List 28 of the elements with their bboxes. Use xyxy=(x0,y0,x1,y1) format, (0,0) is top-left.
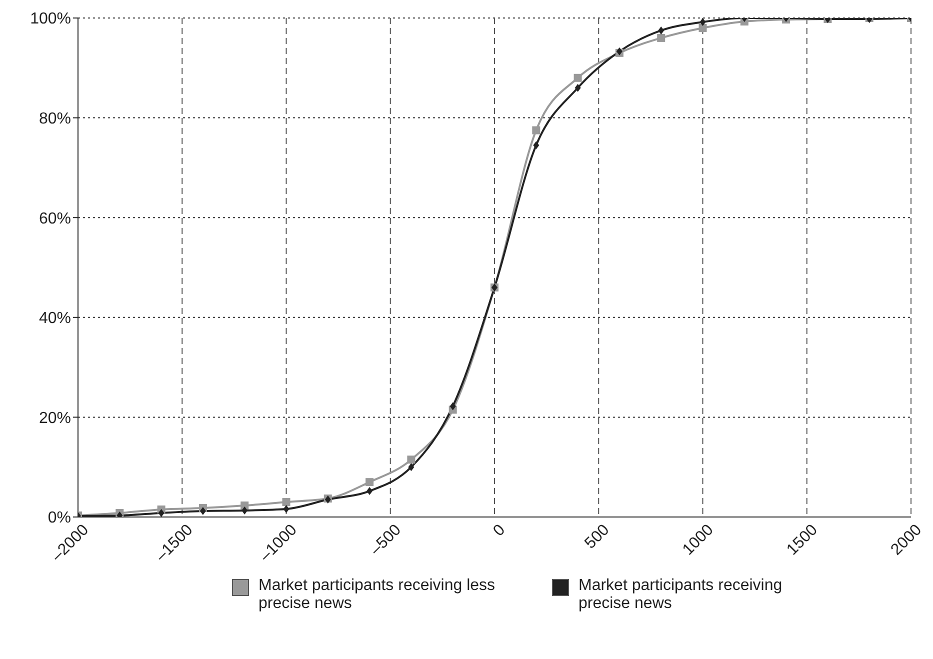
y-tick-label: 60% xyxy=(38,210,71,228)
legend-label: Market participants receiving precise news xyxy=(578,577,784,613)
point xyxy=(657,34,666,42)
legend-label: Market participants receiving less precise news xyxy=(258,577,496,613)
point xyxy=(533,141,540,150)
point xyxy=(283,505,290,514)
point xyxy=(658,26,664,34)
y-tick-label: 100% xyxy=(30,10,71,28)
point xyxy=(700,18,706,26)
point xyxy=(366,478,374,486)
point xyxy=(407,456,416,464)
point xyxy=(158,509,164,517)
y-tick-label: 40% xyxy=(38,310,71,328)
x-tick-label: 500 xyxy=(582,521,613,552)
point xyxy=(366,487,373,496)
point xyxy=(242,506,248,515)
y-tick-label: 20% xyxy=(38,410,71,427)
point xyxy=(408,463,414,472)
point xyxy=(698,24,707,32)
y-tick-label: 0% xyxy=(48,510,71,527)
point xyxy=(574,84,581,92)
point xyxy=(200,507,206,516)
point xyxy=(282,498,290,506)
point xyxy=(532,126,540,134)
point xyxy=(450,402,456,410)
point xyxy=(574,74,582,82)
x-tick-label: 0 xyxy=(490,521,509,540)
y-tick-label: 80% xyxy=(38,110,71,128)
